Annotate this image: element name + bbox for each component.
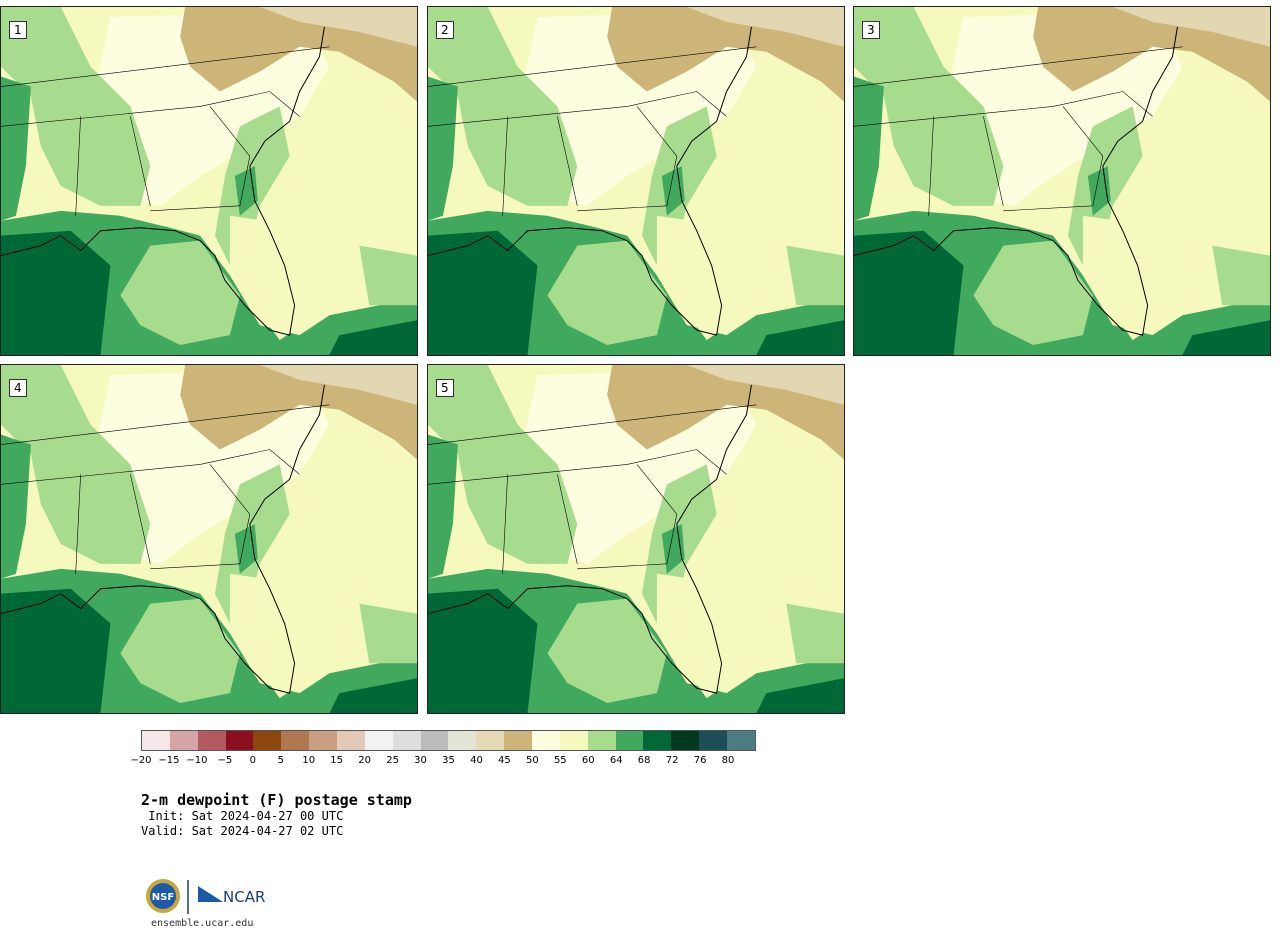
colorbar-swatch (197, 731, 226, 750)
colorbar-swatch (559, 731, 588, 750)
colorbar-swatch (476, 731, 505, 750)
colorbar-swatch (337, 731, 365, 750)
nsf-logo-icon: NSF (146, 879, 180, 913)
init-time: Init: Sat 2024-04-27 00 UTC (141, 809, 344, 823)
colorbar-swatch (671, 731, 700, 750)
colorbar-tick-label: 10 (302, 755, 316, 766)
postage-stamp-panel-2: 2 (427, 6, 845, 356)
colorbar-tick-label: 45 (498, 755, 511, 766)
colorbar-tick-label: 60 (581, 755, 595, 766)
colorbar-swatch (420, 731, 449, 750)
colorbar-swatch (169, 731, 198, 750)
colorbar-tick-label: 5 (277, 755, 284, 766)
member-label: 4 (9, 379, 27, 397)
colorbar-swatch (309, 731, 338, 750)
colorbar-swatch (142, 731, 170, 750)
colorbar-swatch (504, 731, 533, 750)
colorbar-tick-label: −15 (158, 755, 180, 766)
page-title: 2-m dewpoint (F) postage stamp (141, 791, 412, 809)
colorbar-tick-label: 64 (609, 755, 623, 766)
postage-stamp-panel-1: 1 (0, 6, 418, 356)
colorbar-tick-label: 80 (721, 755, 735, 766)
colorbar-tick-label: −10 (186, 755, 208, 766)
colorbar-tick-label: 68 (637, 755, 651, 766)
ncar-logo-icon: NCAR (198, 886, 265, 906)
postage-stamp-panel-3: 3 (853, 6, 1271, 356)
colorbar-tick-label: 35 (442, 755, 455, 766)
colorbar-swatch (615, 731, 644, 750)
member-label: 3 (862, 21, 880, 39)
colorbar-tick-label: 15 (330, 755, 344, 766)
colorbar-tick-label: 40 (470, 755, 483, 766)
colorbar-tick-label: 76 (693, 755, 707, 766)
svg-text:NCAR: NCAR (223, 888, 265, 906)
colorbar-tick-label: 30 (414, 755, 427, 766)
svg-text:NSF: NSF (152, 892, 174, 903)
colorbar-tick-label: −5 (217, 755, 233, 766)
colorbar-swatch (281, 731, 310, 750)
colorbar-swatch (643, 731, 672, 750)
colorbar-swatch (448, 731, 477, 750)
colorbar-swatch (532, 731, 560, 750)
logos: NSF NCAR (143, 876, 278, 918)
member-label: 1 (9, 21, 27, 39)
colorbar-tick-label: 20 (358, 755, 371, 766)
valid-time: Valid: Sat 2024-04-27 02 UTC (141, 824, 344, 838)
colorbar-swatch (727, 731, 755, 750)
colorbar-tick-label: 25 (386, 755, 399, 766)
colorbar-swatch (253, 731, 282, 750)
colorbar-swatch (225, 731, 254, 750)
colorbar-tick-label: 72 (665, 755, 679, 766)
colorbar-tick-label: 50 (525, 755, 539, 766)
colorbar-tick-label: 0 (249, 755, 256, 766)
site-url: ensemble.ucar.edu (151, 918, 254, 929)
colorbar-tick-label: 55 (553, 755, 567, 766)
member-label: 5 (436, 379, 454, 397)
postage-stamp-panel-5: 5 (427, 364, 845, 714)
colorbar-tick-label: −20 (130, 755, 152, 766)
colorbar-swatch (587, 731, 616, 750)
colorbar-swatch (392, 731, 421, 750)
colorbar-swatch (699, 731, 728, 750)
member-label: 2 (436, 21, 454, 39)
colorbar-swatch (364, 731, 393, 750)
colorbar (141, 730, 756, 751)
colorbar-ticks: −20 −15 −10 −5 0 5 10 15 20 25 30 35 40 45 50 55 60 64 68 7… (130, 755, 756, 769)
postage-stamp-panel-4: 4 (0, 364, 418, 714)
